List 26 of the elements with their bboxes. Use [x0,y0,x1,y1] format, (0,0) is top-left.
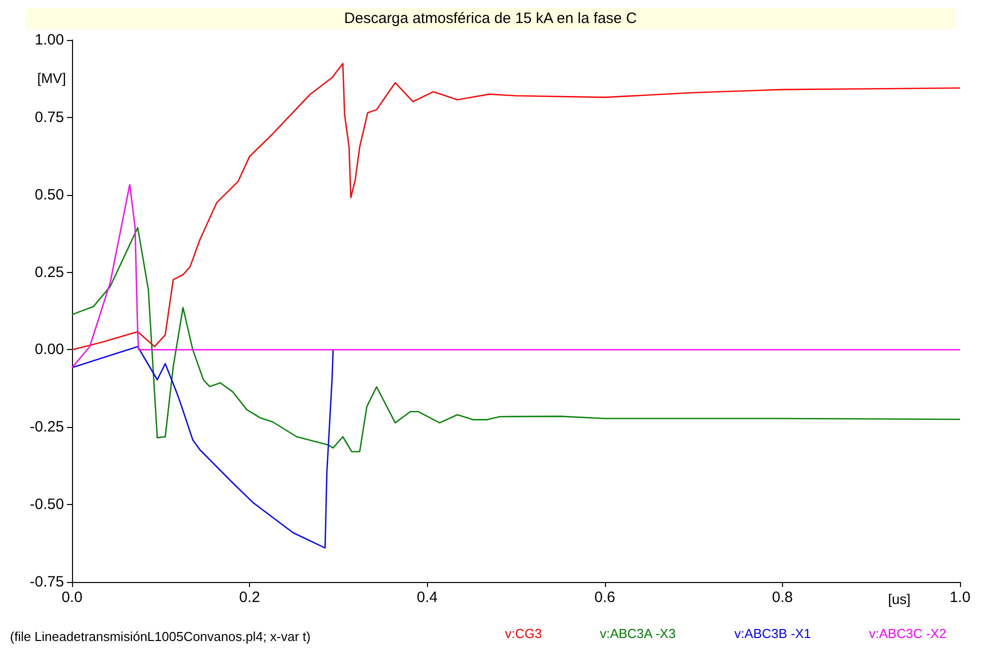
y-tick-label: 0.00 [34,341,64,358]
line-series [71,346,334,549]
text: v:ABC3C -X2 [869,626,946,641]
x-axis-title: [us] [888,591,911,607]
x-tick-label: 0.6 [594,589,616,606]
y-tick-label: 0.25 [34,264,64,281]
y-tick-label: -0.50 [30,496,64,514]
text: v:CG3 [505,626,542,641]
line-series [71,62,961,350]
x-tick-label: 1.0 [950,589,970,606]
chart-title: Descarga atmosférica de 15 kA en la fase C [344,10,637,27]
x-tick-label: 0.0 [62,589,82,606]
line-series [71,184,961,368]
y-axis-title: [MV] [37,70,66,86]
y-tick-label: 0.50 [34,186,64,204]
line-series [71,227,961,452]
y-tick-label: -0.25 [30,418,64,436]
text: v:ABC3B -X1 [734,626,812,641]
x-tick-label: 0.8 [772,589,793,606]
text: (file LineadetransmisiónL1005Convanos.pl4; x-var t) [10,629,311,644]
x-tick-label: 0.4 [416,589,438,606]
y-tick-label: 0.75 [34,108,64,126]
x-tick-label: 0.2 [239,589,260,606]
text: v:ABC3A -X3 [600,626,676,641]
y-tick-label: -0.75 [30,574,64,590]
y-tick-label: 1.00 [34,32,64,48]
